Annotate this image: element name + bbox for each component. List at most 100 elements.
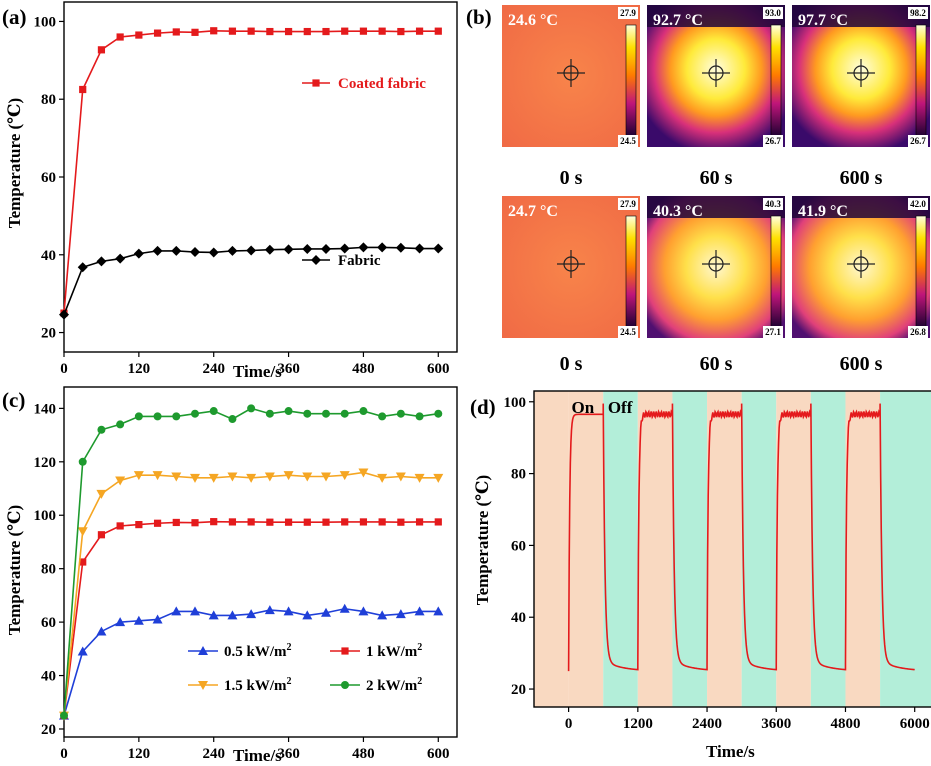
chart-c-legend-sup: 2 bbox=[287, 642, 292, 653]
colorbar-max-box bbox=[618, 7, 638, 19]
chart-c-series-1-point bbox=[303, 518, 311, 526]
chart-a-xtick-label: 240 bbox=[202, 361, 225, 377]
chart-a-series-1-point bbox=[264, 244, 275, 255]
chart-a-series-1-point bbox=[414, 243, 425, 254]
chart-c-ytick-label: 100 bbox=[34, 508, 57, 524]
chart-a-series-0-point bbox=[97, 46, 106, 54]
thermal-image-top-shade bbox=[647, 5, 785, 27]
chart-c-series-3-point bbox=[228, 415, 237, 424]
chart-c-series-2-point bbox=[339, 471, 350, 481]
thermal-image: 24.7 °C 27.9 24.5 bbox=[502, 196, 640, 338]
chart-c-legend-marker-3 bbox=[341, 681, 349, 689]
chart-c-series-1-point bbox=[153, 519, 162, 527]
colorbar bbox=[770, 24, 782, 138]
chart-a-series-1-point bbox=[77, 262, 88, 273]
colorbar bbox=[770, 215, 782, 329]
chart-c-legend-label-1: 1 kW/m2 bbox=[366, 642, 422, 660]
chart-a-series-0-point bbox=[378, 27, 386, 35]
chart-a-series-0-point bbox=[247, 27, 255, 35]
chart-a-ytick-label: 20 bbox=[41, 326, 56, 342]
chart-c-series-0-point bbox=[133, 615, 144, 625]
colorbar bbox=[625, 215, 637, 329]
chart-c-series-3-point bbox=[134, 412, 143, 421]
chart-c-series-1-point bbox=[378, 518, 386, 526]
panel-label-d: (d) bbox=[470, 395, 496, 419]
chart-c-series-2-point bbox=[283, 471, 294, 481]
chart-d-ytick-label: 40 bbox=[511, 610, 526, 626]
chart-c-series-2-point bbox=[377, 473, 388, 483]
colorbar-min-box bbox=[763, 326, 783, 338]
chart-a-ytick-label: 40 bbox=[41, 248, 56, 264]
chart-c-legend-label-2: 1.5 kW/m2 bbox=[224, 676, 292, 694]
chart-c-series-2-point bbox=[77, 527, 88, 537]
chart-d-off-band bbox=[603, 391, 638, 707]
chart-c-series-3-point bbox=[284, 407, 293, 416]
thermal-image-top-shade bbox=[792, 5, 930, 27]
colorbar bbox=[625, 24, 637, 138]
thermal-image-top-shade bbox=[647, 196, 785, 218]
chart-d-xtick-label: 2400 bbox=[692, 716, 722, 732]
chart-a-series-0-point bbox=[434, 27, 442, 35]
chart-a-series-1-point bbox=[96, 256, 107, 267]
chart-c-series-1-point bbox=[434, 518, 442, 526]
thermal-image-time: 600 s bbox=[840, 353, 883, 375]
chart-a-series-1-point bbox=[302, 243, 313, 254]
chart-c-series-0-point bbox=[264, 605, 275, 615]
chart-c-series-3-point bbox=[78, 457, 87, 466]
chart-c-series-3-point bbox=[172, 412, 181, 421]
chart-a-series-0-point bbox=[322, 27, 330, 36]
chart-c-ytick-label: 60 bbox=[41, 615, 56, 631]
chart-c-series-0-point bbox=[115, 617, 126, 627]
chart-d-ytick-label: 20 bbox=[511, 682, 526, 698]
chart-c-xtick-label: 0 bbox=[60, 746, 68, 762]
thermal-image: 40.3 °C 40.3 27.1 bbox=[647, 196, 785, 338]
chart-c-series-0-point bbox=[377, 610, 388, 620]
chart-c-xtick-label: 360 bbox=[277, 746, 300, 762]
chart-a-xtick-label: 0 bbox=[60, 361, 68, 377]
chart-d-off-label: Off bbox=[608, 398, 633, 417]
panel-label-b: (b) bbox=[466, 5, 492, 29]
chart-a-series-1-point bbox=[339, 243, 350, 254]
chart-c-series-0-point bbox=[96, 626, 107, 636]
chart-c-series-1-point bbox=[341, 518, 349, 526]
thermal-image-time: 0 s bbox=[560, 167, 583, 189]
chart-d-xlabel: Time/s bbox=[706, 742, 755, 761]
chart-c-series-3-point bbox=[191, 409, 199, 418]
colorbar-min: 24.5 bbox=[620, 327, 636, 337]
colorbar-min-box bbox=[908, 135, 928, 147]
chart-d-on-band bbox=[776, 391, 811, 707]
colorbar-max: 40.3 bbox=[765, 199, 781, 209]
chart-c-series-1-point bbox=[266, 518, 274, 526]
chart-c-xtick-label: 240 bbox=[202, 746, 225, 762]
chart-a-xtick-label: 600 bbox=[427, 361, 450, 377]
chart-c-series-0-point bbox=[152, 614, 163, 624]
chart-c-ylabel: Temperature (℃) bbox=[5, 505, 24, 635]
chart-c-legend-label-0: 0.5 kW/m2 bbox=[224, 642, 292, 660]
colorbar-min: 27.1 bbox=[765, 327, 781, 337]
colorbar-min: 24.5 bbox=[620, 136, 636, 146]
chart-d-xtick-label: 1200 bbox=[623, 716, 653, 732]
colorbar-min-box bbox=[618, 135, 638, 147]
thermal-image-time: 0 s bbox=[560, 353, 583, 375]
chart-a-series-1-point bbox=[208, 247, 219, 258]
chart-c-series-1-point bbox=[172, 518, 180, 527]
chart-c-series-2-point bbox=[246, 473, 257, 483]
chart-c-frame bbox=[63, 386, 458, 738]
chart-d-xtick-label: 4800 bbox=[830, 716, 860, 732]
chart-c-series-2-point bbox=[264, 472, 275, 482]
chart-a-series-0-point bbox=[116, 33, 124, 41]
chart-d-ytick-label: 80 bbox=[511, 467, 526, 483]
chart-d-ylabel: Temperature (℃) bbox=[473, 475, 492, 605]
chart-d-on-band bbox=[534, 391, 569, 707]
chart-a-series-1-point bbox=[133, 248, 144, 259]
chart-c-series-3-point bbox=[116, 420, 125, 429]
chart-c-legend-sup: 2 bbox=[417, 642, 422, 653]
colorbar bbox=[915, 24, 927, 138]
chart-c-series-1-point bbox=[247, 518, 255, 526]
chart-c-series-0-point bbox=[302, 610, 313, 620]
chart-c-series-3-point bbox=[209, 407, 218, 416]
chart-c-series-2-point bbox=[190, 473, 200, 483]
chart-c-series-3-point bbox=[359, 407, 368, 416]
chart-c-series-0-point bbox=[433, 606, 444, 616]
